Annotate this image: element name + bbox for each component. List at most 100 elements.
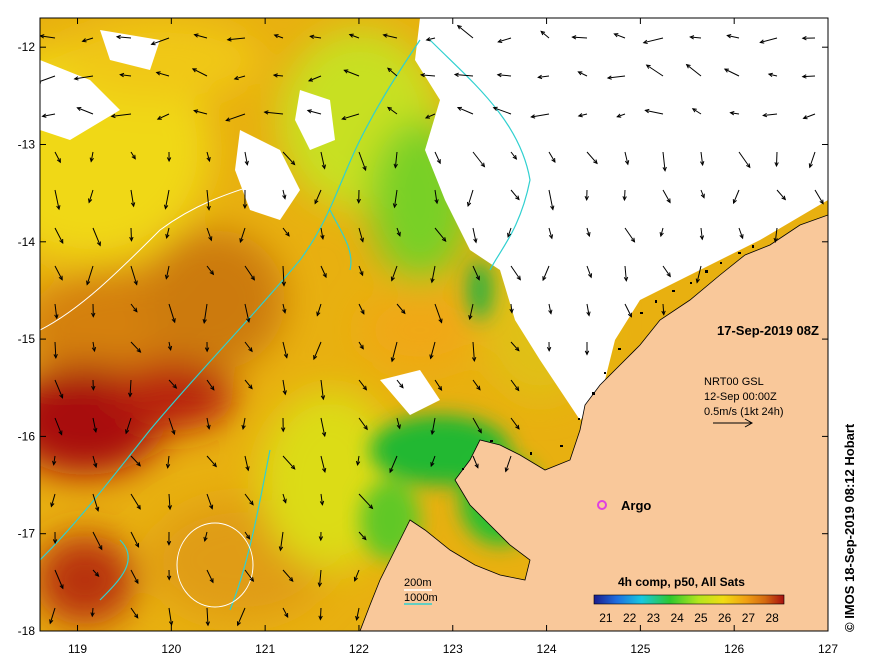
current-vector [624, 227, 636, 243]
current-vector [156, 113, 170, 120]
current-vector [348, 33, 360, 39]
current-vector [530, 113, 550, 119]
current-vector [49, 607, 56, 625]
current-vector [355, 455, 361, 467]
current-vector [659, 227, 664, 238]
current-vector [584, 189, 589, 201]
current-vector [472, 265, 480, 281]
depth-legend-200: 200m [404, 577, 432, 589]
current-vector [624, 303, 632, 318]
current-vector [358, 227, 365, 243]
current-vector [548, 227, 554, 240]
current-vector [167, 493, 172, 511]
current-vector [168, 303, 176, 324]
current-vector [92, 455, 98, 469]
current-vector [729, 111, 740, 116]
current-vector [497, 37, 512, 44]
current-vector [542, 265, 550, 282]
lon-tick-label: 125 [630, 642, 650, 656]
current-vector [343, 69, 360, 77]
current-vector [50, 493, 56, 508]
current-vector [691, 108, 702, 115]
current-vector [814, 189, 824, 205]
current-vector [320, 227, 325, 240]
current-vector [353, 569, 360, 582]
current-vector [52, 455, 57, 466]
current-vector [685, 63, 702, 77]
current-vector [510, 379, 520, 392]
current-vector [472, 379, 481, 391]
current-vector [358, 303, 365, 315]
current-vector [203, 531, 208, 542]
depth-legend-1000: 1000m [404, 592, 438, 604]
argo-float-icon [597, 500, 607, 510]
colorbar-ticks: 21 22 23 24 25 26 27 28 [599, 611, 779, 625]
current-vector [548, 189, 555, 211]
current-vector [546, 341, 552, 352]
current-vector [738, 227, 744, 240]
current-vector [115, 34, 132, 40]
current-vector [584, 341, 590, 356]
current-vector [537, 74, 550, 80]
current-vector [130, 493, 141, 510]
current-vector [390, 341, 398, 363]
current-vector [661, 303, 666, 316]
current-vector [358, 341, 364, 350]
lon-tick-label: 124 [537, 642, 557, 656]
colorbar-tick-label: 21 [599, 611, 613, 625]
current-vector [309, 34, 322, 40]
current-vector [280, 417, 286, 433]
current-vector [206, 265, 215, 276]
current-vector [54, 379, 64, 399]
colorbar-title: 4h comp, p50, All Sats [618, 575, 745, 589]
current-vector [130, 569, 139, 585]
current-vector [168, 607, 174, 627]
current-vector [577, 71, 588, 77]
current-vector [206, 227, 213, 242]
current-vector [320, 379, 326, 401]
colorbar-tick-label: 26 [718, 611, 732, 625]
current-vector [128, 379, 133, 398]
colorbar-tick-label: 23 [647, 611, 661, 625]
current-vector [242, 189, 248, 210]
colorbar [593, 594, 785, 605]
current-vector [434, 227, 447, 242]
current-vector [453, 72, 474, 77]
current-vector [577, 113, 588, 118]
current-vector [119, 72, 132, 78]
current-vector [802, 113, 816, 120]
current-vector [358, 151, 367, 172]
current-vector [233, 75, 246, 81]
current-vector [434, 151, 441, 165]
lon-tick-label: 123 [443, 642, 463, 656]
current-vector [456, 24, 474, 39]
current-vector [91, 341, 97, 353]
current-vector [278, 531, 284, 552]
credit-label: © IMOS 18-Sep-2019 08:12 Hobart [842, 423, 857, 632]
current-vector [272, 73, 284, 78]
current-vector [91, 303, 96, 318]
current-vector [320, 417, 327, 438]
current-vector [92, 227, 101, 247]
current-vector [89, 151, 94, 163]
current-vector [90, 607, 95, 618]
current-vector [306, 109, 322, 115]
current-vector [644, 108, 664, 115]
current-vector [239, 227, 246, 244]
current-vector [130, 265, 138, 286]
current-vector [54, 417, 63, 436]
current-vector [695, 265, 702, 284]
current-vector [586, 265, 593, 279]
current-vector [244, 379, 253, 390]
current-vector [393, 151, 398, 169]
current-vector [425, 37, 436, 42]
current-vector [206, 151, 211, 163]
longitude-axis: 119 120 121 122 123 124 125 126 127 [68, 18, 838, 656]
current-vector [130, 151, 136, 160]
current-vector [165, 455, 171, 469]
current-vector [92, 569, 100, 577]
current-vectors [40, 24, 824, 627]
current-vector [738, 151, 751, 169]
current-vector [472, 227, 478, 244]
